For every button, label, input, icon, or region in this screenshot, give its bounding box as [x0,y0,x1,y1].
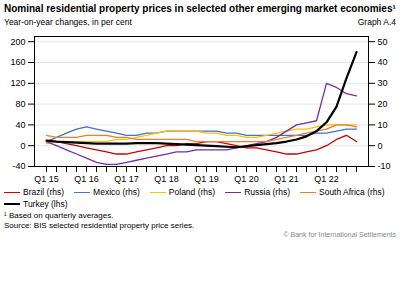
html-text:Graph A.4: Graph A.4 [357,17,396,27]
html-text:Brazil (rhs): Brazil (rhs) [23,187,65,197]
svg-text:120: 120 [10,78,25,88]
html-text:© Bank for International Settl: © Bank for International Settlements [283,231,396,238]
html-text:Source: BIS selected residenti: Source: BIS selected residential propert… [4,221,195,230]
svg-text:-40: -40 [12,161,25,171]
svg-text:80: 80 [15,99,25,109]
svg-text:50: 50 [378,37,388,47]
svg-text:160: 160 [10,57,25,67]
svg-text:200: 200 [10,37,25,47]
html-text:Mexico (rhs): Mexico (rhs) [93,187,140,197]
html-text:Poland (rhs): Poland (rhs) [168,187,216,197]
svg-text:Q1 20: Q1 20 [234,174,259,184]
svg-text:0: 0 [378,141,383,151]
svg-text:0: 0 [20,141,25,151]
svg-text:Q1 21: Q1 21 [274,174,299,184]
svg-text:Q1 15: Q1 15 [34,174,59,184]
svg-text:30: 30 [378,78,388,88]
svg-text:Q1 19: Q1 19 [194,174,219,184]
html-text:¹ Based on quarterly averages.: ¹ Based on quarterly averages. [4,211,114,220]
html-text:Nominal residential property p: Nominal residential property prices in s… [4,3,396,14]
svg-text:-10: -10 [378,161,391,171]
svg-text:20: 20 [378,99,388,109]
svg-text:Q1 22: Q1 22 [314,174,339,184]
svg-text:10: 10 [378,120,388,130]
svg-text:Q1 17: Q1 17 [114,174,139,184]
html-text:Russia (rhs): Russia (rhs) [244,187,290,197]
html-text:South Africa (rhs): South Africa (rhs) [319,187,385,197]
svg-text:Q1 16: Q1 16 [74,174,99,184]
svg-text:40: 40 [378,57,388,67]
svg-text:40: 40 [15,120,25,130]
svg-text:Q1 18: Q1 18 [154,174,179,184]
html-text:Year-on-year changes, in per c: Year-on-year changes, in per cent [4,17,132,27]
html-text:Turkey (lhs): Turkey (lhs) [23,199,68,209]
